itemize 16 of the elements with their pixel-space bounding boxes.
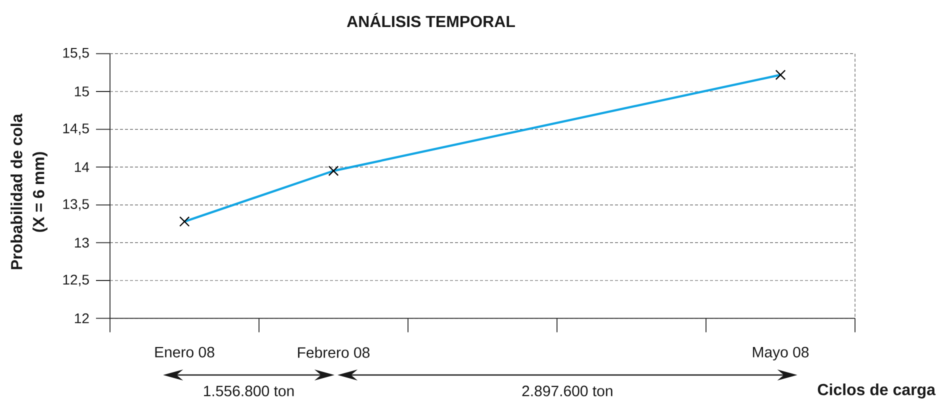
x-tick-label: Mayo 08 [752, 346, 809, 360]
chart-title: ANÁLISIS TEMPORAL [346, 12, 515, 28]
y-tick-label: 15,5 [63, 48, 89, 60]
y-tick-label: 14 [74, 162, 90, 172]
y-tick-label: 12,5 [63, 274, 89, 286]
x-axis-title: Ciclos de carga [818, 384, 936, 398]
y-tick-label: 12 [74, 313, 89, 324]
text: 1.556.800 ton [204, 386, 294, 396]
x-tick-label: Febrero 08 [298, 346, 370, 358]
y-tick-label: 13 [74, 238, 89, 248]
y-tick-label: 15 [74, 86, 89, 96]
x-tick-label: Enero 08 [155, 346, 214, 358]
y-tick-label: 13,5 [63, 199, 89, 211]
y-axis-title: Probabilidad de cola (X = 6 mm) [10, 114, 48, 270]
y-tick-label: 14,5 [63, 124, 89, 136]
text: 2.897.600 ton [522, 386, 612, 396]
